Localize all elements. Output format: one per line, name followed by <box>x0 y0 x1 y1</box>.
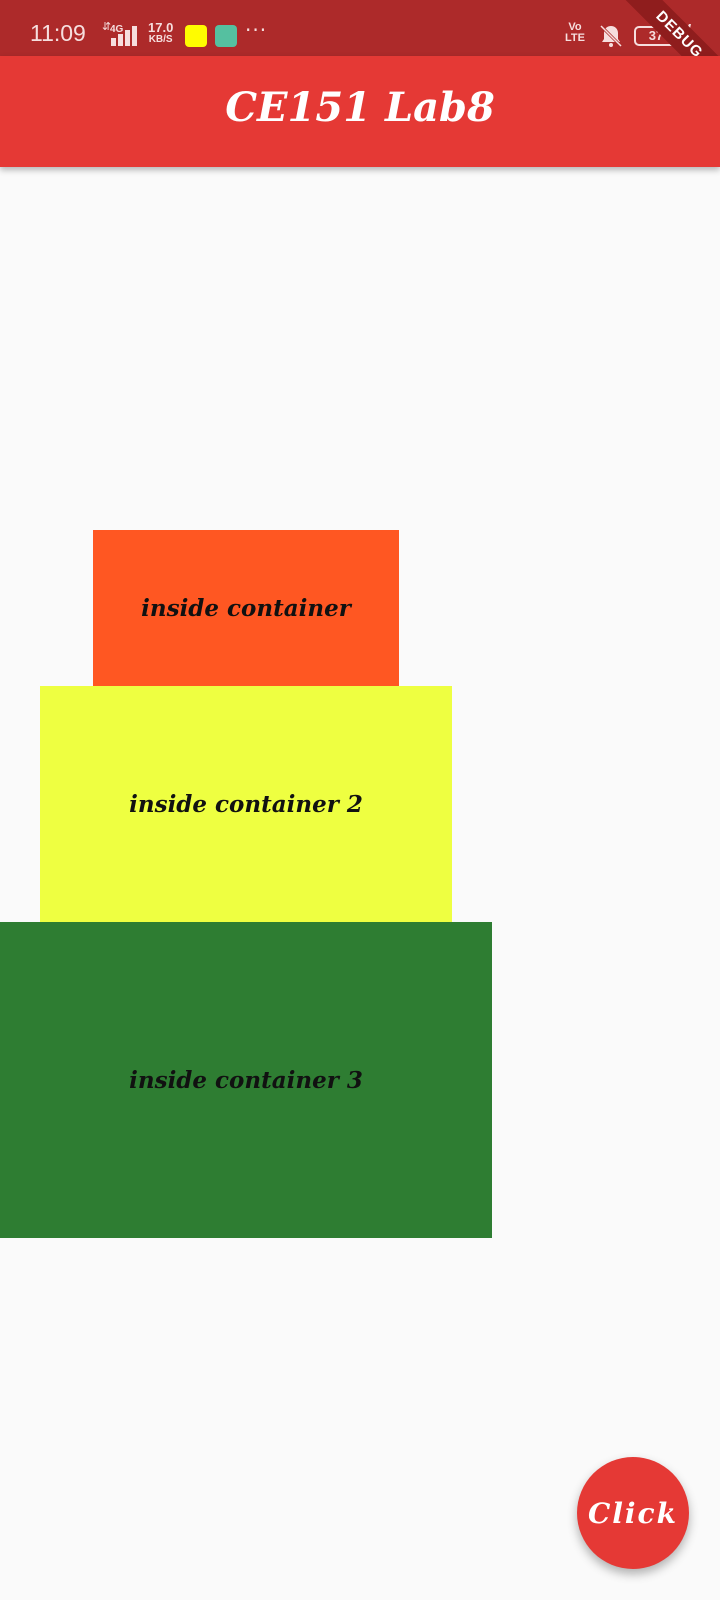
network-speed: 17.0 KB/S <box>148 20 174 46</box>
container-2-label: inside container 2 <box>129 790 363 818</box>
network-type: 4G <box>110 24 124 35</box>
data-activity-icon: ⇵ <box>102 20 112 33</box>
page-title: CE151 Lab8 <box>225 84 495 131</box>
signal-icon <box>111 26 137 46</box>
bell-muted-icon <box>599 24 623 48</box>
click-button[interactable]: Click <box>577 1457 689 1569</box>
app-notification-icon <box>215 25 237 47</box>
container-3: inside container 3 <box>0 922 492 1238</box>
container-3-label: inside container 3 <box>129 1066 363 1094</box>
status-time: 11:09 <box>30 20 86 46</box>
container-2: inside container 2 <box>40 686 452 922</box>
speed-unit: KB/S <box>148 34 173 45</box>
status-bar: 11:09 ⇵ 4G 17.0 KB/S ··· Vo LTE 37 <box>0 0 720 56</box>
volte-indicator: Vo LTE <box>565 21 585 44</box>
snapchat-icon <box>185 25 207 47</box>
container-1-label: inside container <box>141 594 351 622</box>
more-notifications-icon: ··· <box>245 18 268 42</box>
app-bar: CE151 Lab8 <box>0 56 720 167</box>
speed-value: 17.0 <box>148 20 174 35</box>
click-button-label: Click <box>587 1496 678 1530</box>
container-1: inside container <box>93 530 399 686</box>
